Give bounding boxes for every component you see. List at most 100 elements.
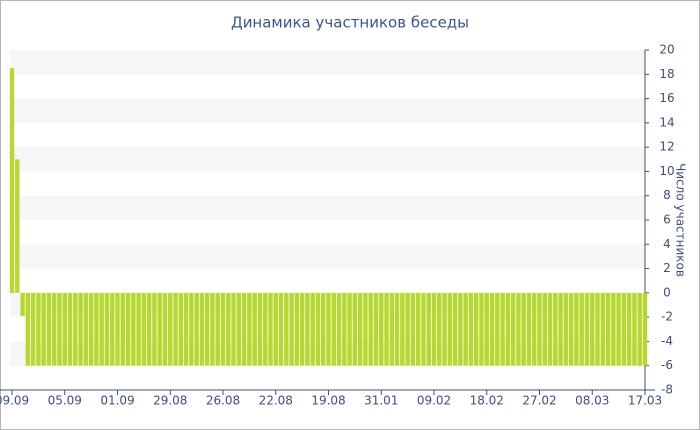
bar xyxy=(442,292,447,366)
bar xyxy=(405,292,410,366)
y-tick-label: -2 xyxy=(661,310,673,324)
bar xyxy=(379,292,384,366)
bar xyxy=(263,292,268,366)
bar xyxy=(437,292,442,366)
x-tick-label: 31.01 xyxy=(364,394,398,408)
bar xyxy=(421,292,426,366)
bar xyxy=(331,292,336,366)
bar xyxy=(294,292,300,366)
bar xyxy=(199,292,205,366)
bar xyxy=(463,292,468,366)
bar xyxy=(220,292,226,366)
bar xyxy=(115,292,120,366)
bar xyxy=(373,292,379,366)
bar xyxy=(363,292,368,366)
bar xyxy=(468,292,474,366)
y-tick-label: 14 xyxy=(659,115,674,129)
bar xyxy=(183,292,189,366)
bar xyxy=(479,292,484,366)
bar xyxy=(226,292,231,366)
bar xyxy=(110,292,115,366)
bar xyxy=(215,292,220,366)
bar xyxy=(590,292,595,366)
bar xyxy=(495,292,500,366)
bar xyxy=(584,292,590,366)
bar xyxy=(83,292,89,366)
bar xyxy=(241,292,247,366)
bar xyxy=(574,292,579,366)
y-tick-label: 4 xyxy=(663,237,671,251)
y-tick-label: 16 xyxy=(659,91,674,105)
bar xyxy=(526,292,532,366)
bar xyxy=(611,292,616,366)
bar xyxy=(336,292,342,366)
bar xyxy=(342,292,347,366)
bar xyxy=(368,292,373,366)
bar xyxy=(321,292,326,366)
bar xyxy=(131,292,136,366)
bar xyxy=(67,292,73,366)
bar xyxy=(600,292,605,366)
bar xyxy=(30,292,36,366)
bar xyxy=(210,292,215,366)
x-tick-label: 29.08 xyxy=(153,394,187,408)
bar xyxy=(25,292,31,366)
x-tick-label: 26.08 xyxy=(206,394,240,408)
bar xyxy=(278,292,284,366)
bar xyxy=(9,68,15,293)
bar xyxy=(120,292,125,366)
x-tick-label: 27.02 xyxy=(522,394,556,408)
grid-band xyxy=(10,147,645,172)
bar xyxy=(136,292,141,366)
bar xyxy=(489,292,495,366)
bar xyxy=(605,292,611,366)
x-tick-label: 05.09 xyxy=(48,394,82,408)
y-tick-label: 20 xyxy=(659,43,674,57)
bar xyxy=(305,292,310,366)
x-tick-label: 09.09 xyxy=(0,394,29,408)
bar xyxy=(632,292,637,366)
bar xyxy=(357,292,363,366)
bar xyxy=(15,159,20,293)
bar xyxy=(299,292,305,366)
bar xyxy=(194,292,199,366)
bar xyxy=(563,292,569,366)
bar xyxy=(452,292,458,366)
y-tick-label: 0 xyxy=(663,285,671,299)
y-tick-label: -8 xyxy=(661,383,673,397)
bar xyxy=(273,292,278,366)
bar xyxy=(447,292,453,366)
x-tick-label: 22.08 xyxy=(259,394,293,408)
bar xyxy=(247,292,252,366)
y-tick-label: 6 xyxy=(663,213,671,227)
bar xyxy=(104,292,110,366)
bar xyxy=(516,292,521,366)
bar xyxy=(616,292,621,366)
bar xyxy=(595,292,600,366)
bar xyxy=(484,292,489,366)
bar xyxy=(431,292,437,366)
bar xyxy=(46,292,52,366)
x-tick-label: 17.03 xyxy=(628,394,662,408)
bar xyxy=(568,292,574,366)
bar xyxy=(537,292,542,366)
bar xyxy=(626,292,632,366)
y-tick-label: 18 xyxy=(659,67,674,81)
bar xyxy=(474,292,479,366)
bar xyxy=(204,292,210,366)
bar xyxy=(236,292,242,366)
bar xyxy=(521,292,526,366)
grid-band xyxy=(10,50,645,75)
bar xyxy=(146,292,152,366)
bar xyxy=(94,292,99,366)
x-tick-label: 18.02 xyxy=(470,394,504,408)
bar xyxy=(178,292,183,366)
grid-band xyxy=(10,195,645,220)
bar xyxy=(62,292,67,366)
bar xyxy=(173,292,178,366)
bar xyxy=(542,292,547,366)
bar xyxy=(20,292,25,316)
bar xyxy=(289,292,294,366)
x-tick-label: 01.09 xyxy=(100,394,134,408)
